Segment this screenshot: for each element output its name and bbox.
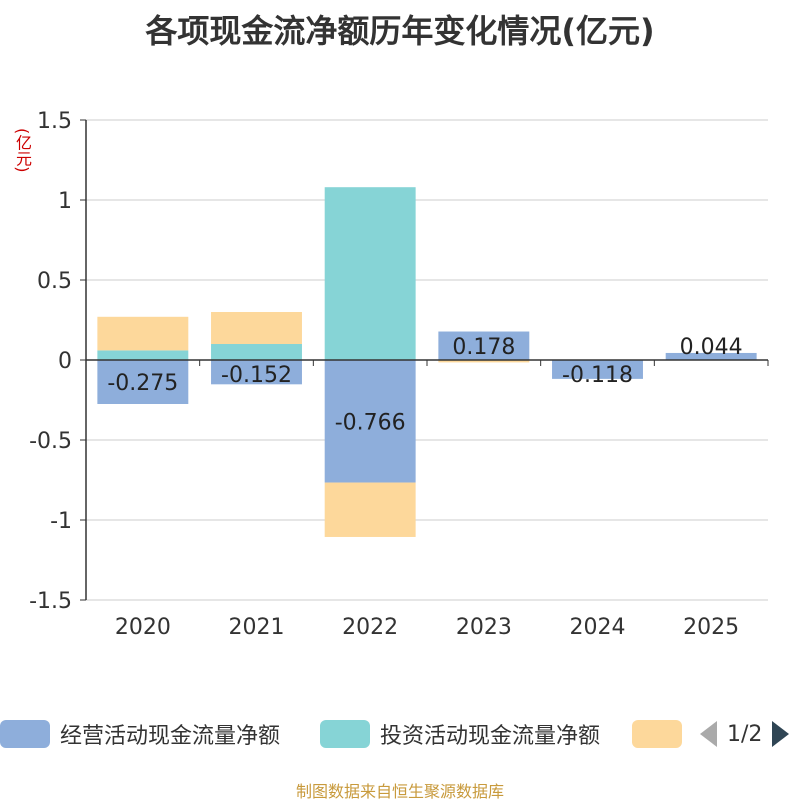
y-tick-label: 1.5 bbox=[37, 109, 72, 134]
legend-swatch-third bbox=[632, 720, 682, 748]
x-tick-label: 2025 bbox=[683, 615, 739, 640]
data-label: -0.152 bbox=[221, 363, 292, 388]
y-tick-label: -0.5 bbox=[29, 429, 72, 454]
legend: 经营活动现金流量净额 投资活动现金流量净额 1/2 bbox=[0, 712, 800, 756]
data-label: -0.118 bbox=[562, 363, 633, 388]
bar-operating-2022 bbox=[324, 360, 416, 483]
legend-next-arrow-icon[interactable] bbox=[772, 721, 790, 747]
y-tick-label: 0.5 bbox=[37, 269, 72, 294]
legend-prev-arrow-icon[interactable] bbox=[700, 721, 717, 747]
legend-label-investing: 投资活动现金流量净额 bbox=[380, 724, 601, 749]
bar-third-2023 bbox=[438, 360, 530, 363]
data-label: -0.275 bbox=[107, 371, 178, 396]
x-tick-label: 2023 bbox=[456, 615, 512, 640]
bar-investing-2021 bbox=[211, 344, 302, 360]
data-label: 0.044 bbox=[680, 335, 743, 360]
bar-third-2020 bbox=[97, 316, 189, 351]
chart-plot: 1.5 1 0.5 0 -0.5 -1 -1.5 2020 2021 2022 2023 2024 20… bbox=[29, 109, 769, 640]
legend-pager: 1/2 bbox=[700, 718, 790, 750]
bar-operating-2023 bbox=[438, 331, 530, 360]
bar-investing-2020 bbox=[97, 350, 189, 360]
x-tick-label: 2022 bbox=[342, 615, 398, 640]
legend-item-operating[interactable]: 经营活动现金流量净额 bbox=[0, 718, 280, 750]
legend-label-operating: 经营活动现金流量净额 bbox=[60, 724, 281, 749]
y-axis-unit-label: (亿元) bbox=[13, 127, 32, 173]
bar-operating-2020 bbox=[97, 360, 189, 404]
bar-operating-2021 bbox=[211, 360, 302, 385]
y-tick-label: 0 bbox=[58, 349, 72, 374]
bar-third-2022 bbox=[324, 482, 416, 537]
x-tick-label: 2024 bbox=[570, 615, 626, 640]
data-label: 0.178 bbox=[452, 335, 515, 360]
x-tick-label: 2021 bbox=[229, 615, 285, 640]
legend-swatch-investing bbox=[320, 720, 370, 748]
data-label: -0.766 bbox=[335, 410, 406, 435]
y-tick-label: -1 bbox=[50, 509, 72, 534]
legend-page-indicator: 1/2 bbox=[727, 721, 763, 747]
x-tick-label: 2020 bbox=[115, 615, 171, 640]
source-footer: 制图数据来自恒生聚源数据库 bbox=[295, 782, 504, 801]
y-tick-label: 1 bbox=[58, 189, 72, 214]
y-tick-label: -1.5 bbox=[29, 589, 72, 614]
bar-operating-2025 bbox=[665, 352, 757, 360]
bar-third-2021 bbox=[211, 312, 302, 344]
legend-item-investing[interactable]: 投资活动现金流量净额 bbox=[320, 718, 600, 750]
bar-operating-2024 bbox=[552, 360, 643, 379]
bar-investing-2022 bbox=[324, 187, 416, 360]
legend-swatch-operating bbox=[0, 720, 50, 748]
legend-item-third[interactable] bbox=[632, 718, 682, 750]
chart-title: 各项现金流净额历年变化情况(亿元) bbox=[145, 12, 655, 50]
